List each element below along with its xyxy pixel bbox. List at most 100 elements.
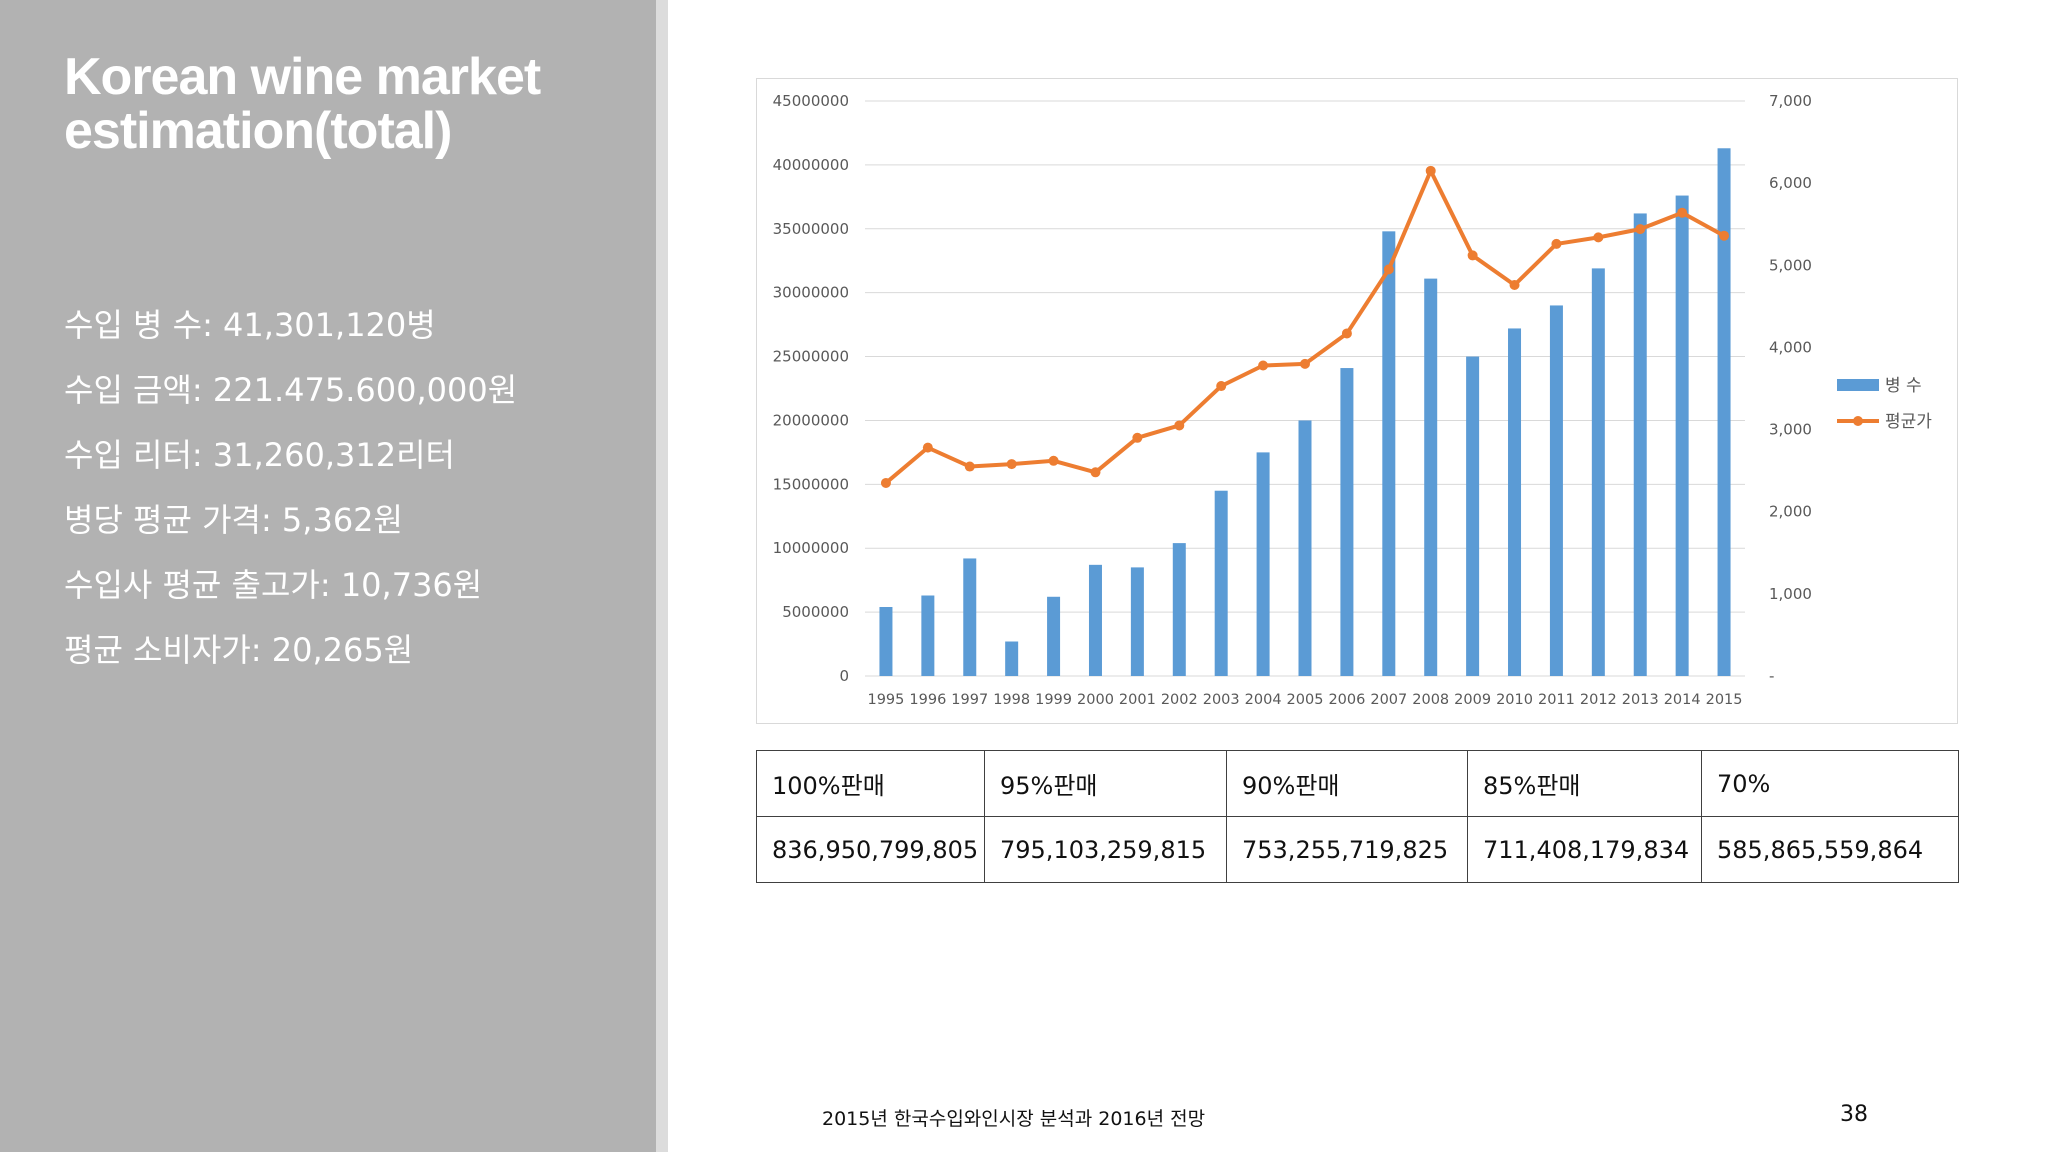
y-left-tick-label: 15000000: [773, 475, 849, 493]
bar: [1047, 596, 1061, 676]
y-left-tick-label: 0: [839, 667, 849, 685]
y-left-tick-label: 5000000: [782, 603, 849, 621]
legend-label-bottles: 병 수: [1885, 376, 1922, 396]
x-tick-label: 2012: [1580, 692, 1617, 708]
x-tick-label: 1999: [1035, 692, 1072, 708]
line-point: [1174, 420, 1185, 431]
bar: [1005, 641, 1019, 676]
table-header-cell: 95%판매: [984, 750, 1227, 817]
stat-avg-consumer-price: 평균 소비자가: 20,265원: [64, 631, 414, 669]
line-point: [1719, 230, 1730, 241]
bar: [1466, 356, 1480, 676]
bar: [1340, 368, 1354, 676]
stat-import-amount: 수입 금액: 221.475.600,000원: [64, 371, 518, 409]
stat-importer-avg-release-price: 수입사 평균 출고가: 10,736원: [64, 566, 483, 604]
line-point: [1090, 467, 1101, 478]
line-point: [1048, 455, 1059, 466]
slide-title-line2: estimation(total): [64, 102, 452, 160]
table-header-cell: 85%판매: [1467, 750, 1702, 817]
table-cell: 836,950,799,805: [756, 816, 985, 883]
y-left-tick-label: 20000000: [773, 411, 849, 429]
page-number: 38: [1840, 1102, 1868, 1127]
line-point: [1551, 238, 1562, 249]
x-tick-label: 2002: [1161, 692, 1198, 708]
chart: 0 5000000 10000000 15000000 20000000 25000000…: [773, 92, 1933, 708]
line-point: [1132, 432, 1143, 443]
y-right-tick-label: 6,000: [1769, 174, 1812, 192]
stats-list: 수입 병 수: 41,301,120병 수입 금액: 221.475.600,0…: [64, 305, 517, 695]
slide-title-line1: Korean wine market: [64, 48, 541, 106]
line-point: [1258, 360, 1269, 371]
x-tick-label: 2007: [1370, 692, 1407, 708]
y-right-tick-label: 7,000: [1769, 92, 1812, 110]
bar: [1633, 213, 1647, 676]
x-tick-label: 2000: [1077, 692, 1114, 708]
x-tick-label: 2010: [1496, 692, 1533, 708]
bar: [921, 595, 935, 676]
y-right-tick-label: 2,000: [1769, 503, 1812, 521]
bar: [963, 558, 977, 676]
table-row: 836,950,799,805 795,103,259,815 753,255,…: [756, 816, 1959, 883]
line-point: [1425, 165, 1436, 176]
bar: [1382, 231, 1396, 677]
sales-estimation-table: 100%판매 95%판매 90%판매 85%판매 70% 836,950,799…: [756, 750, 1959, 883]
x-tick-label: 2008: [1412, 692, 1449, 708]
bar: [1675, 195, 1689, 677]
y-right-tick-label: 4,000: [1769, 338, 1812, 356]
bar: [1130, 567, 1144, 676]
legend-swatch-bottles: [1837, 379, 1879, 391]
chart-frame: 0 5000000 10000000 15000000 20000000 25000000…: [756, 78, 1958, 724]
x-tick-label: 2004: [1245, 692, 1282, 708]
bar: [879, 607, 893, 676]
y-left-tick-label: 25000000: [773, 348, 849, 366]
x-tick-label: 2013: [1622, 692, 1659, 708]
x-tick-label: 2005: [1287, 692, 1324, 708]
legend-label-avg-price: 평균가: [1885, 412, 1932, 432]
x-tick-label: 2001: [1119, 692, 1156, 708]
x-tick-label: 2009: [1454, 692, 1491, 708]
table-header-cell: 100%판매: [756, 750, 985, 817]
table-cell: 711,408,179,834: [1467, 816, 1702, 883]
line-point: [1677, 207, 1688, 218]
stat-import-bottles: 수입 병 수: 41,301,120병: [64, 306, 436, 344]
bar: [1424, 278, 1438, 676]
bar: [1549, 305, 1563, 676]
y-right-tick-label: 5,000: [1769, 256, 1812, 274]
legend-marker-avg-price: [1853, 416, 1863, 426]
bar: [1591, 268, 1605, 676]
bar: [1088, 564, 1102, 676]
y-left-tick-label: 45000000: [773, 92, 849, 110]
slide-title: Korean wine market estimation(total): [64, 50, 624, 158]
table-header-row: 100%판매 95%판매 90%판매 85%판매 70%: [756, 750, 1959, 817]
x-tick-label: 1996: [909, 692, 946, 708]
bar: [1172, 543, 1186, 676]
y-left-tick-label: 40000000: [773, 156, 849, 174]
x-tick-label: 2006: [1328, 692, 1365, 708]
divider-strip: [656, 0, 668, 1152]
table-header-cell: 70%: [1701, 750, 1959, 817]
line-point: [1006, 459, 1017, 470]
y-left-tick-label: 10000000: [773, 539, 849, 557]
line-point: [964, 461, 975, 472]
stat-import-liters: 수입 리터: 31,260,312리터: [64, 436, 455, 474]
y-left-tick-label: 35000000: [773, 220, 849, 238]
x-tick-label: 1997: [951, 692, 988, 708]
stat-avg-price-per-bottle: 병당 평균 가격: 5,362원: [64, 501, 403, 539]
bar: [1256, 452, 1270, 676]
x-tick-label: 1995: [867, 692, 904, 708]
bar: [1298, 420, 1312, 676]
y-right-tick-label: 3,000: [1769, 421, 1812, 439]
line-point: [1300, 358, 1310, 369]
bar: [1214, 490, 1228, 676]
footer-source: 2015년 한국수입와인시장 분석과 2016년 전망: [822, 1108, 1206, 1130]
y-left-tick-label: 30000000: [773, 284, 849, 302]
table-header-cell: 90%판매: [1226, 750, 1468, 817]
table-cell: 753,255,719,825: [1226, 816, 1468, 883]
x-tick-label: 2014: [1664, 692, 1701, 708]
left-panel: [0, 0, 656, 1152]
x-tick-label: 2003: [1203, 692, 1240, 708]
bar: [1717, 148, 1731, 676]
line-point: [1341, 328, 1352, 339]
x-tick-label: 2011: [1538, 692, 1575, 708]
bar: [1508, 328, 1522, 676]
